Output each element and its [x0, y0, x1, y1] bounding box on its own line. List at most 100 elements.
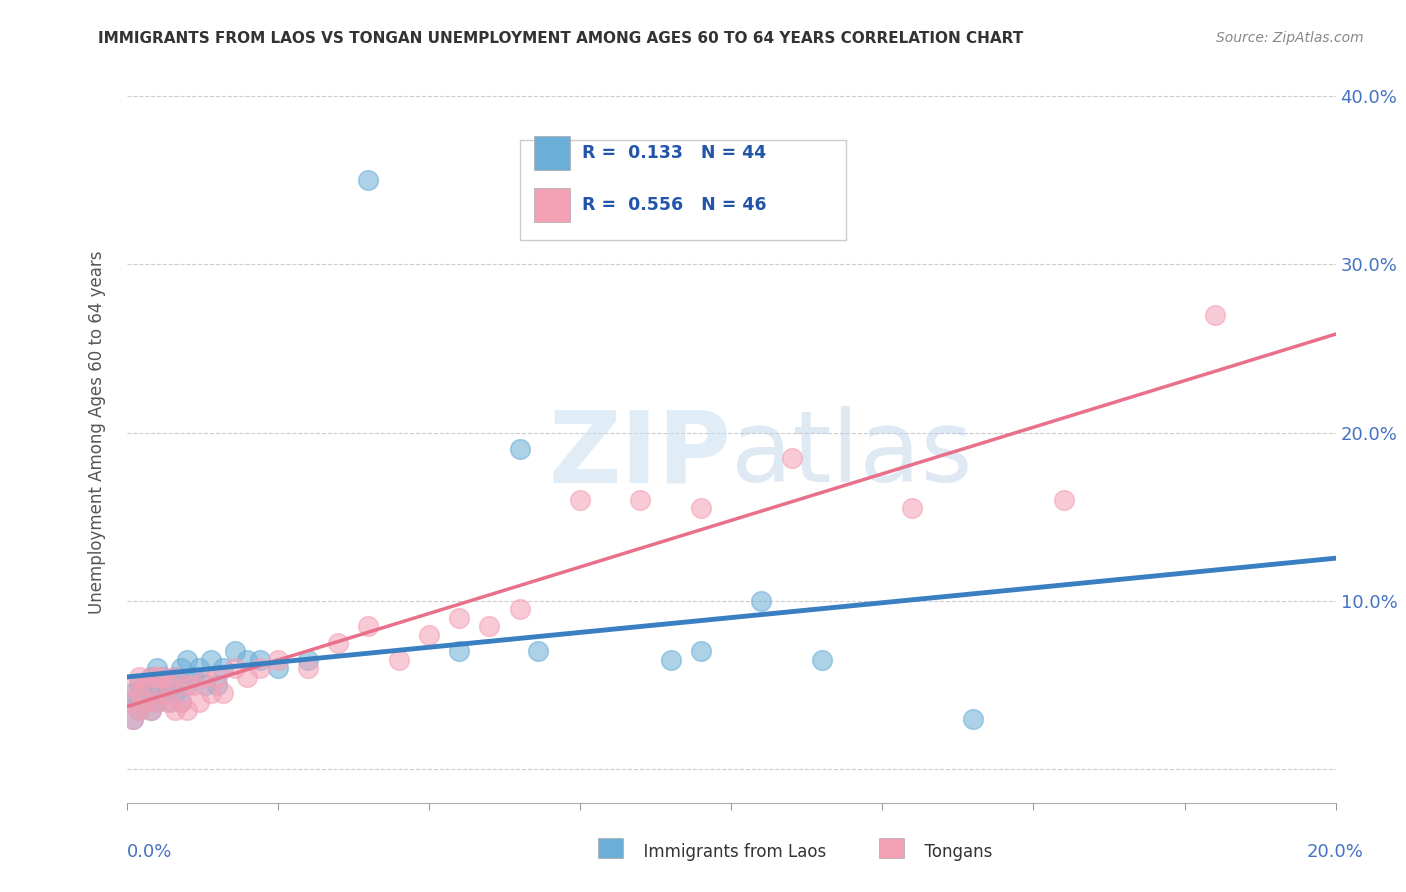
Point [152, 670, 174, 684]
Point [326, 636, 350, 650]
Point [128, 686, 150, 700]
Point [176, 703, 198, 717]
Point [388, 653, 411, 667]
Point [146, 678, 169, 692]
Point [134, 695, 156, 709]
Point [121, 712, 143, 726]
Point [194, 670, 217, 684]
Point [139, 703, 162, 717]
Point [568, 492, 592, 507]
Text: Tongans: Tongans [872, 843, 993, 861]
FancyBboxPatch shape [520, 140, 846, 240]
Point [357, 619, 380, 633]
Point [236, 670, 259, 684]
Point [176, 653, 198, 667]
Point [205, 670, 228, 684]
Point [176, 678, 198, 692]
Point [200, 686, 222, 700]
Point [163, 670, 186, 684]
Point [630, 492, 652, 507]
Point [181, 670, 204, 684]
Point [152, 686, 174, 700]
Point [128, 670, 150, 684]
Point [152, 670, 174, 684]
Point [297, 661, 319, 675]
Point [118, 695, 141, 709]
Point [1204, 308, 1226, 322]
Point [152, 686, 174, 700]
Point [128, 678, 150, 692]
Point [146, 670, 169, 684]
Text: Source: ZipAtlas.com: Source: ZipAtlas.com [1216, 31, 1364, 45]
Point [526, 644, 548, 658]
Point [205, 678, 228, 692]
Point [689, 644, 711, 658]
Point [224, 644, 246, 658]
Point [267, 661, 290, 675]
Point [146, 695, 169, 709]
Point [188, 695, 211, 709]
Point [134, 678, 156, 692]
Text: Immigrants from Laos: Immigrants from Laos [591, 843, 825, 861]
Y-axis label: Unemployment Among Ages 60 to 64 years: Unemployment Among Ages 60 to 64 years [87, 251, 105, 615]
Point [181, 678, 204, 692]
Point [176, 678, 198, 692]
Text: 0.0%: 0.0% [127, 843, 172, 861]
Point [357, 173, 380, 187]
Point [780, 450, 803, 465]
Text: atlas: atlas [731, 407, 973, 503]
Point [139, 703, 162, 717]
Point [509, 602, 531, 616]
Point [121, 678, 143, 692]
Point [139, 686, 162, 700]
Point [121, 686, 143, 700]
Point [901, 501, 924, 516]
Point [194, 678, 217, 692]
Point [447, 610, 470, 624]
Point [134, 678, 156, 692]
Point [139, 670, 162, 684]
Point [418, 627, 440, 641]
Point [163, 686, 186, 700]
FancyBboxPatch shape [534, 188, 571, 221]
Point [157, 695, 180, 709]
Point [212, 661, 235, 675]
Point [157, 678, 180, 692]
Text: ZIP: ZIP [548, 407, 731, 503]
Point [1053, 492, 1076, 507]
Point [267, 653, 290, 667]
Point [146, 695, 169, 709]
Point [170, 695, 193, 709]
Point [200, 653, 222, 667]
Point [689, 501, 711, 516]
Point [157, 678, 180, 692]
Point [188, 661, 211, 675]
Text: R =  0.556   N = 46: R = 0.556 N = 46 [582, 195, 766, 213]
Point [139, 670, 162, 684]
Point [962, 712, 984, 726]
Point [163, 670, 186, 684]
Point [170, 661, 193, 675]
Point [157, 695, 180, 709]
Text: IMMIGRANTS FROM LAOS VS TONGAN UNEMPLOYMENT AMONG AGES 60 TO 64 YEARS CORRELATIO: IMMIGRANTS FROM LAOS VS TONGAN UNEMPLOYM… [98, 31, 1024, 46]
Point [249, 653, 271, 667]
Text: R =  0.133   N = 44: R = 0.133 N = 44 [582, 144, 766, 161]
Point [128, 695, 150, 709]
Point [236, 653, 259, 667]
Point [249, 661, 271, 675]
Point [170, 695, 193, 709]
Point [447, 644, 470, 658]
Point [121, 712, 143, 726]
Text: 20.0%: 20.0% [1308, 843, 1364, 861]
Point [297, 653, 319, 667]
Point [212, 686, 235, 700]
Point [163, 703, 186, 717]
Point [810, 653, 832, 667]
Point [128, 703, 150, 717]
Point [118, 695, 141, 709]
Point [224, 661, 246, 675]
FancyBboxPatch shape [534, 136, 571, 169]
Point [134, 695, 156, 709]
Point [659, 653, 682, 667]
Point [478, 619, 501, 633]
